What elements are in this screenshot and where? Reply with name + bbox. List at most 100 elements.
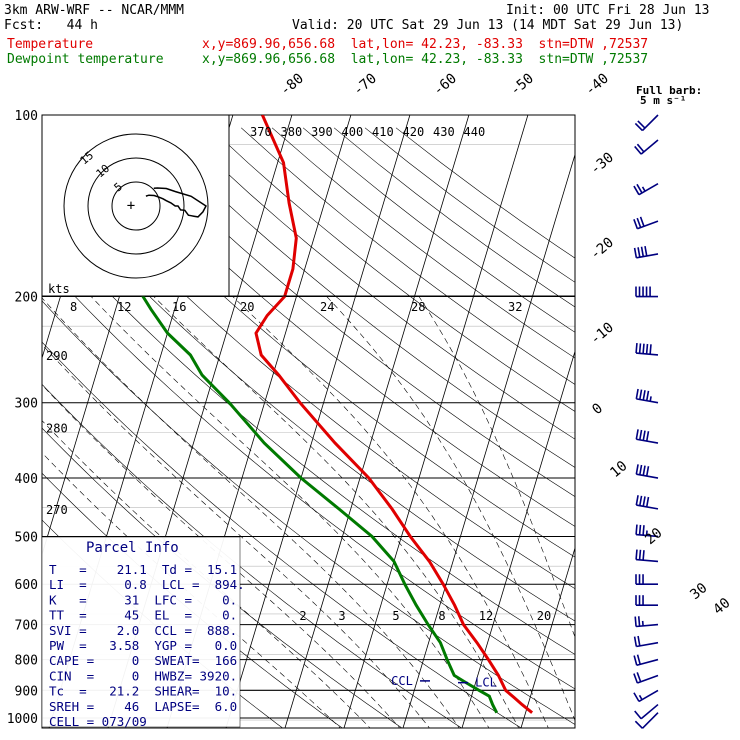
- barb-flag: [633, 636, 638, 647]
- theta-label: 380: [281, 125, 303, 139]
- barb-flag: [637, 120, 646, 129]
- isotherm-label: -60: [430, 71, 460, 100]
- parcel-info-line: CAPE = 0 SWEAT= 166: [49, 653, 237, 668]
- lcl-marker-label: LCL: [475, 676, 497, 690]
- isotherm-label: -50: [507, 71, 537, 100]
- init-time: Init: 00 UTC Fri 28 Jun 13: [506, 3, 710, 18]
- dry-adiabat-line: [395, 127, 575, 259]
- wind-barb: [633, 635, 659, 648]
- dry-adiabat-line: [42, 383, 463, 728]
- wind-barb: [635, 429, 659, 444]
- dry-adiabat-line: [209, 127, 575, 412]
- parcel-info-line: SREH = 46 LAPSE= 6.0: [49, 699, 237, 714]
- hodograph-ring: [63, 133, 209, 279]
- barb-flag: [635, 464, 639, 475]
- isotherm-line: [638, 102, 740, 731]
- parcel-info-line: CIN = 0 HWBZ= 3920.: [49, 668, 237, 683]
- dry-adiabat-line: [178, 127, 575, 440]
- wind-barb: [635, 464, 659, 479]
- barb-flag: [640, 246, 645, 257]
- barb-flag: [633, 673, 639, 684]
- barb-flag: [636, 654, 641, 665]
- wind-barb: [633, 245, 659, 259]
- speed-scale-label: kts: [48, 282, 70, 296]
- isotherm-label: -70: [350, 71, 380, 100]
- barb-flag: [633, 692, 640, 702]
- barb-flag: [645, 343, 649, 355]
- barb-flag: [636, 143, 645, 153]
- wind-barb: [635, 574, 658, 586]
- moist-adiabat-line: [90, 296, 490, 728]
- dry-adiabat-line: [42, 221, 575, 655]
- model-title: 3km ARW-WRF -- NCAR/MMM: [4, 3, 185, 18]
- parcel-info-line: PW = 3.58 YGP = 0.0: [49, 638, 237, 653]
- pressure-tick-label: 1000: [7, 712, 38, 727]
- moist-adiabat-line: [42, 344, 430, 728]
- dry-adiabat-line: [42, 300, 575, 725]
- wind-barb: [634, 712, 659, 729]
- barb-flag: [633, 655, 638, 666]
- barb-flag: [638, 343, 642, 354]
- wind-barb: [633, 654, 659, 667]
- theta-label: 430: [433, 125, 455, 139]
- barb-header-line1: Full barb:: [636, 84, 702, 97]
- parcel-info-line: T = 21.1 Td = 15.1: [49, 562, 237, 577]
- barb-staff: [637, 674, 659, 684]
- theta-label: 390: [311, 125, 333, 139]
- dry-adiabat-line: [302, 127, 575, 333]
- speed-scale-label: 16: [172, 300, 186, 314]
- barb-flag: [637, 635, 641, 647]
- wind-barb: [635, 343, 659, 356]
- isotherm-label: -10: [587, 320, 617, 349]
- hodograph-ring: [87, 157, 185, 255]
- barb-flag: [645, 431, 650, 442]
- barb-half-flag: [641, 186, 646, 192]
- mixing-ratio-label: 20: [537, 609, 551, 623]
- isotherm-line: [225, 115, 411, 728]
- wind-barb: [633, 672, 659, 684]
- barb-staff: [640, 703, 659, 720]
- barb-flag: [635, 495, 639, 506]
- isotherm-label: -40: [582, 71, 612, 100]
- barb-flag: [642, 343, 645, 354]
- barb-flag: [642, 430, 646, 441]
- dry-adiabat-line: [42, 184, 575, 622]
- pressure-tick-label: 600: [15, 578, 38, 593]
- barb-flag: [636, 672, 642, 683]
- temperature-location: x,y=869.96,656.68 lat,lon= 42.23, -83.33…: [202, 37, 649, 52]
- barb-flag: [639, 389, 643, 400]
- barb-staff: [638, 183, 659, 196]
- barb-staff: [636, 352, 659, 356]
- barb-staff: [640, 139, 659, 155]
- wind-barb: [635, 524, 659, 538]
- barb-flag: [635, 429, 639, 440]
- wind-barb: [635, 495, 659, 510]
- valid-time: Valid: 20 UTC Sat 29 Jun 13 (14 MDT Sat …: [292, 18, 684, 33]
- barb-flag: [633, 185, 640, 196]
- dewpoint-legend-label: Dewpoint temperature: [7, 52, 164, 67]
- parcel-info-line: CELL = 073/09: [49, 714, 147, 729]
- moist-adiabat-line: [42, 420, 371, 728]
- isotherm-label: -30: [587, 150, 617, 179]
- lcl-marker-label: CCL: [391, 674, 413, 688]
- barb-flag: [644, 245, 648, 257]
- hodograph-trace: [145, 187, 207, 218]
- parcel-info-line: K = 31 LFC = 0.: [49, 592, 237, 607]
- barb-staff: [637, 220, 659, 230]
- barb-flag: [634, 616, 637, 627]
- speed-scale-label: 32: [508, 300, 522, 314]
- isotherm-line: [520, 546, 575, 728]
- dry-adiabat-line: [86, 127, 575, 527]
- barb-flag: [642, 390, 646, 401]
- barb-flag: [639, 495, 643, 506]
- barb-half-flag: [638, 694, 643, 701]
- barb-flag: [642, 465, 646, 476]
- wind-barb: [633, 689, 659, 703]
- barb-flag: [637, 247, 641, 258]
- isotherm-label: 0: [589, 400, 606, 418]
- hodograph-center: +: [127, 198, 135, 214]
- parcel-info-line: Tc = 21.2 SHEAR= 10.: [49, 684, 237, 699]
- wind-barb: [635, 388, 659, 404]
- speed-scale-label: 24: [320, 300, 334, 314]
- isotherm-label: 20: [642, 525, 665, 548]
